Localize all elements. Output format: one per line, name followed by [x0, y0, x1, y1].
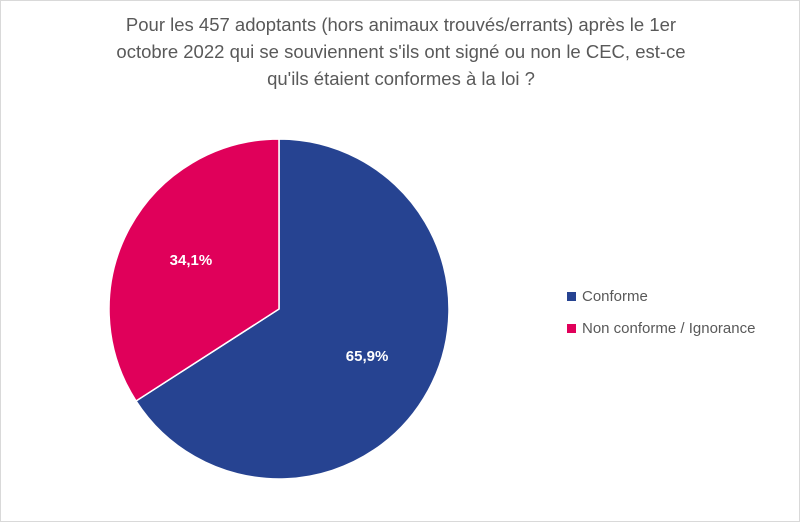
legend-swatch-conforme — [567, 291, 576, 301]
pie-svg: 65,9% 34,1% — [108, 138, 450, 480]
chart-title-line-3: qu'ils étaient conformes à la loi ? — [267, 68, 535, 89]
data-label-non-conforme: 34,1% — [170, 252, 213, 269]
chart-title: Pour les 457 adoptants (hors animaux tro… — [81, 11, 721, 92]
chart-legend: Conforme Non conforme / Ignorance — [567, 283, 755, 347]
chart-title-line-2: octobre 2022 qui se souviennent s'ils on… — [116, 41, 686, 62]
data-label-conforme: 65,9% — [346, 348, 389, 365]
legend-item-non-conforme: Non conforme / Ignorance — [567, 315, 755, 341]
pie-slice-non-conforme — [108, 138, 280, 403]
legend-swatch-non-conforme — [567, 323, 576, 333]
pie-slice-conforme — [135, 138, 450, 480]
legend-label-non-conforme: Non conforme / Ignorance — [582, 319, 756, 337]
pie-chart: 65,9% 34,1% — [101, 131, 457, 487]
legend-label-conforme: Conforme — [582, 287, 648, 305]
legend-item-conforme: Conforme — [567, 283, 755, 309]
chart-title-line-1: Pour les 457 adoptants (hors animaux tro… — [125, 14, 677, 35]
